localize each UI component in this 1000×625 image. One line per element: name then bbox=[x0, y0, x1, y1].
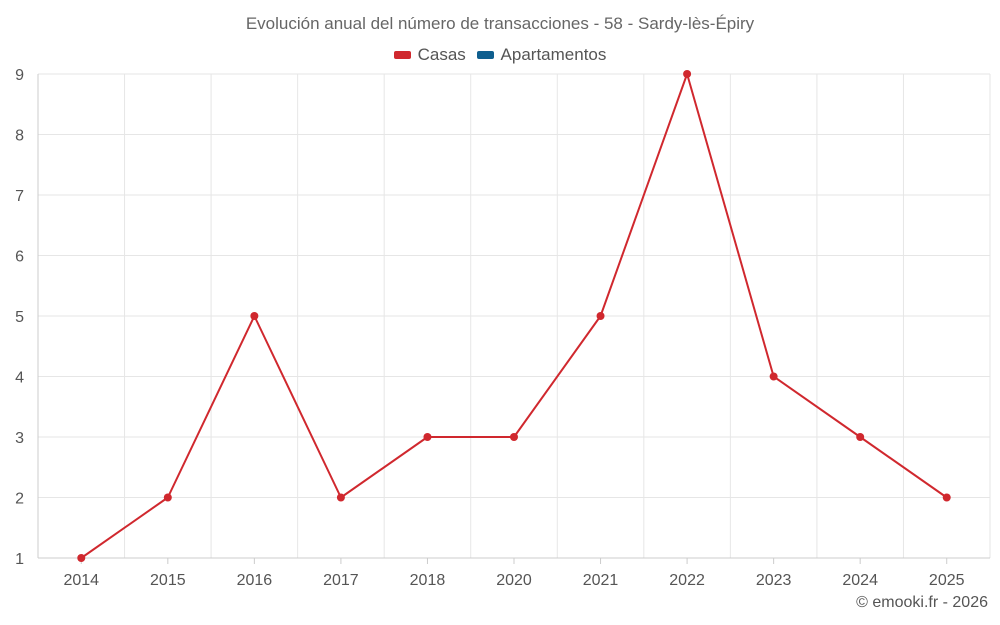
legend-label-apartamentos: Apartamentos bbox=[500, 45, 607, 64]
data-point-casas bbox=[856, 433, 865, 441]
x-tick-label: 2025 bbox=[929, 572, 965, 589]
data-point-casas bbox=[683, 70, 692, 78]
y-tick-label: 1 bbox=[15, 551, 24, 568]
x-tick-label: 2020 bbox=[496, 572, 532, 589]
x-tick-label: 2021 bbox=[583, 572, 619, 589]
data-point-casas bbox=[336, 493, 345, 502]
x-tick-label: 2018 bbox=[410, 572, 446, 589]
x-tick-label: 2016 bbox=[237, 572, 273, 589]
data-point-casas bbox=[942, 493, 951, 502]
x-tick-label: 2022 bbox=[669, 572, 705, 589]
legend-item-apartamentos[interactable]: Apartamentos bbox=[476, 45, 607, 65]
chart-title: Evolución anual del número de transaccio… bbox=[245, 14, 755, 33]
data-point-casas bbox=[163, 493, 172, 502]
x-tick-label: 2024 bbox=[842, 572, 878, 589]
legend-swatch-apartamentos bbox=[476, 51, 494, 59]
credit-text: © emooki.fr - 2026 bbox=[856, 594, 988, 611]
data-point-casas bbox=[769, 372, 778, 381]
legend-swatch-casas bbox=[393, 51, 411, 59]
data-point-casas bbox=[423, 433, 432, 441]
x-tick-label: 2014 bbox=[63, 572, 99, 589]
data-point-casas bbox=[510, 433, 518, 441]
y-tick-label: 2 bbox=[15, 491, 24, 508]
x-tick-label: 2023 bbox=[756, 572, 792, 589]
data-point-casas bbox=[596, 312, 605, 320]
y-tick-label: 8 bbox=[15, 128, 24, 145]
y-tick-label: 7 bbox=[15, 188, 24, 205]
y-tick-label: 5 bbox=[15, 309, 24, 326]
legend-label-casas: Casas bbox=[417, 45, 466, 64]
y-tick-label: 4 bbox=[15, 370, 24, 387]
data-point-casas bbox=[77, 554, 86, 562]
legend: Casas Apartamentos bbox=[0, 44, 1000, 65]
x-tick-label: 2015 bbox=[150, 572, 186, 589]
y-tick-label: 9 bbox=[15, 67, 24, 84]
legend-item-casas[interactable]: Casas bbox=[393, 45, 466, 65]
y-tick-label: 6 bbox=[15, 249, 24, 266]
y-tick-label: 3 bbox=[15, 430, 24, 447]
data-point-casas bbox=[250, 312, 259, 320]
x-tick-label: 2017 bbox=[323, 572, 359, 589]
